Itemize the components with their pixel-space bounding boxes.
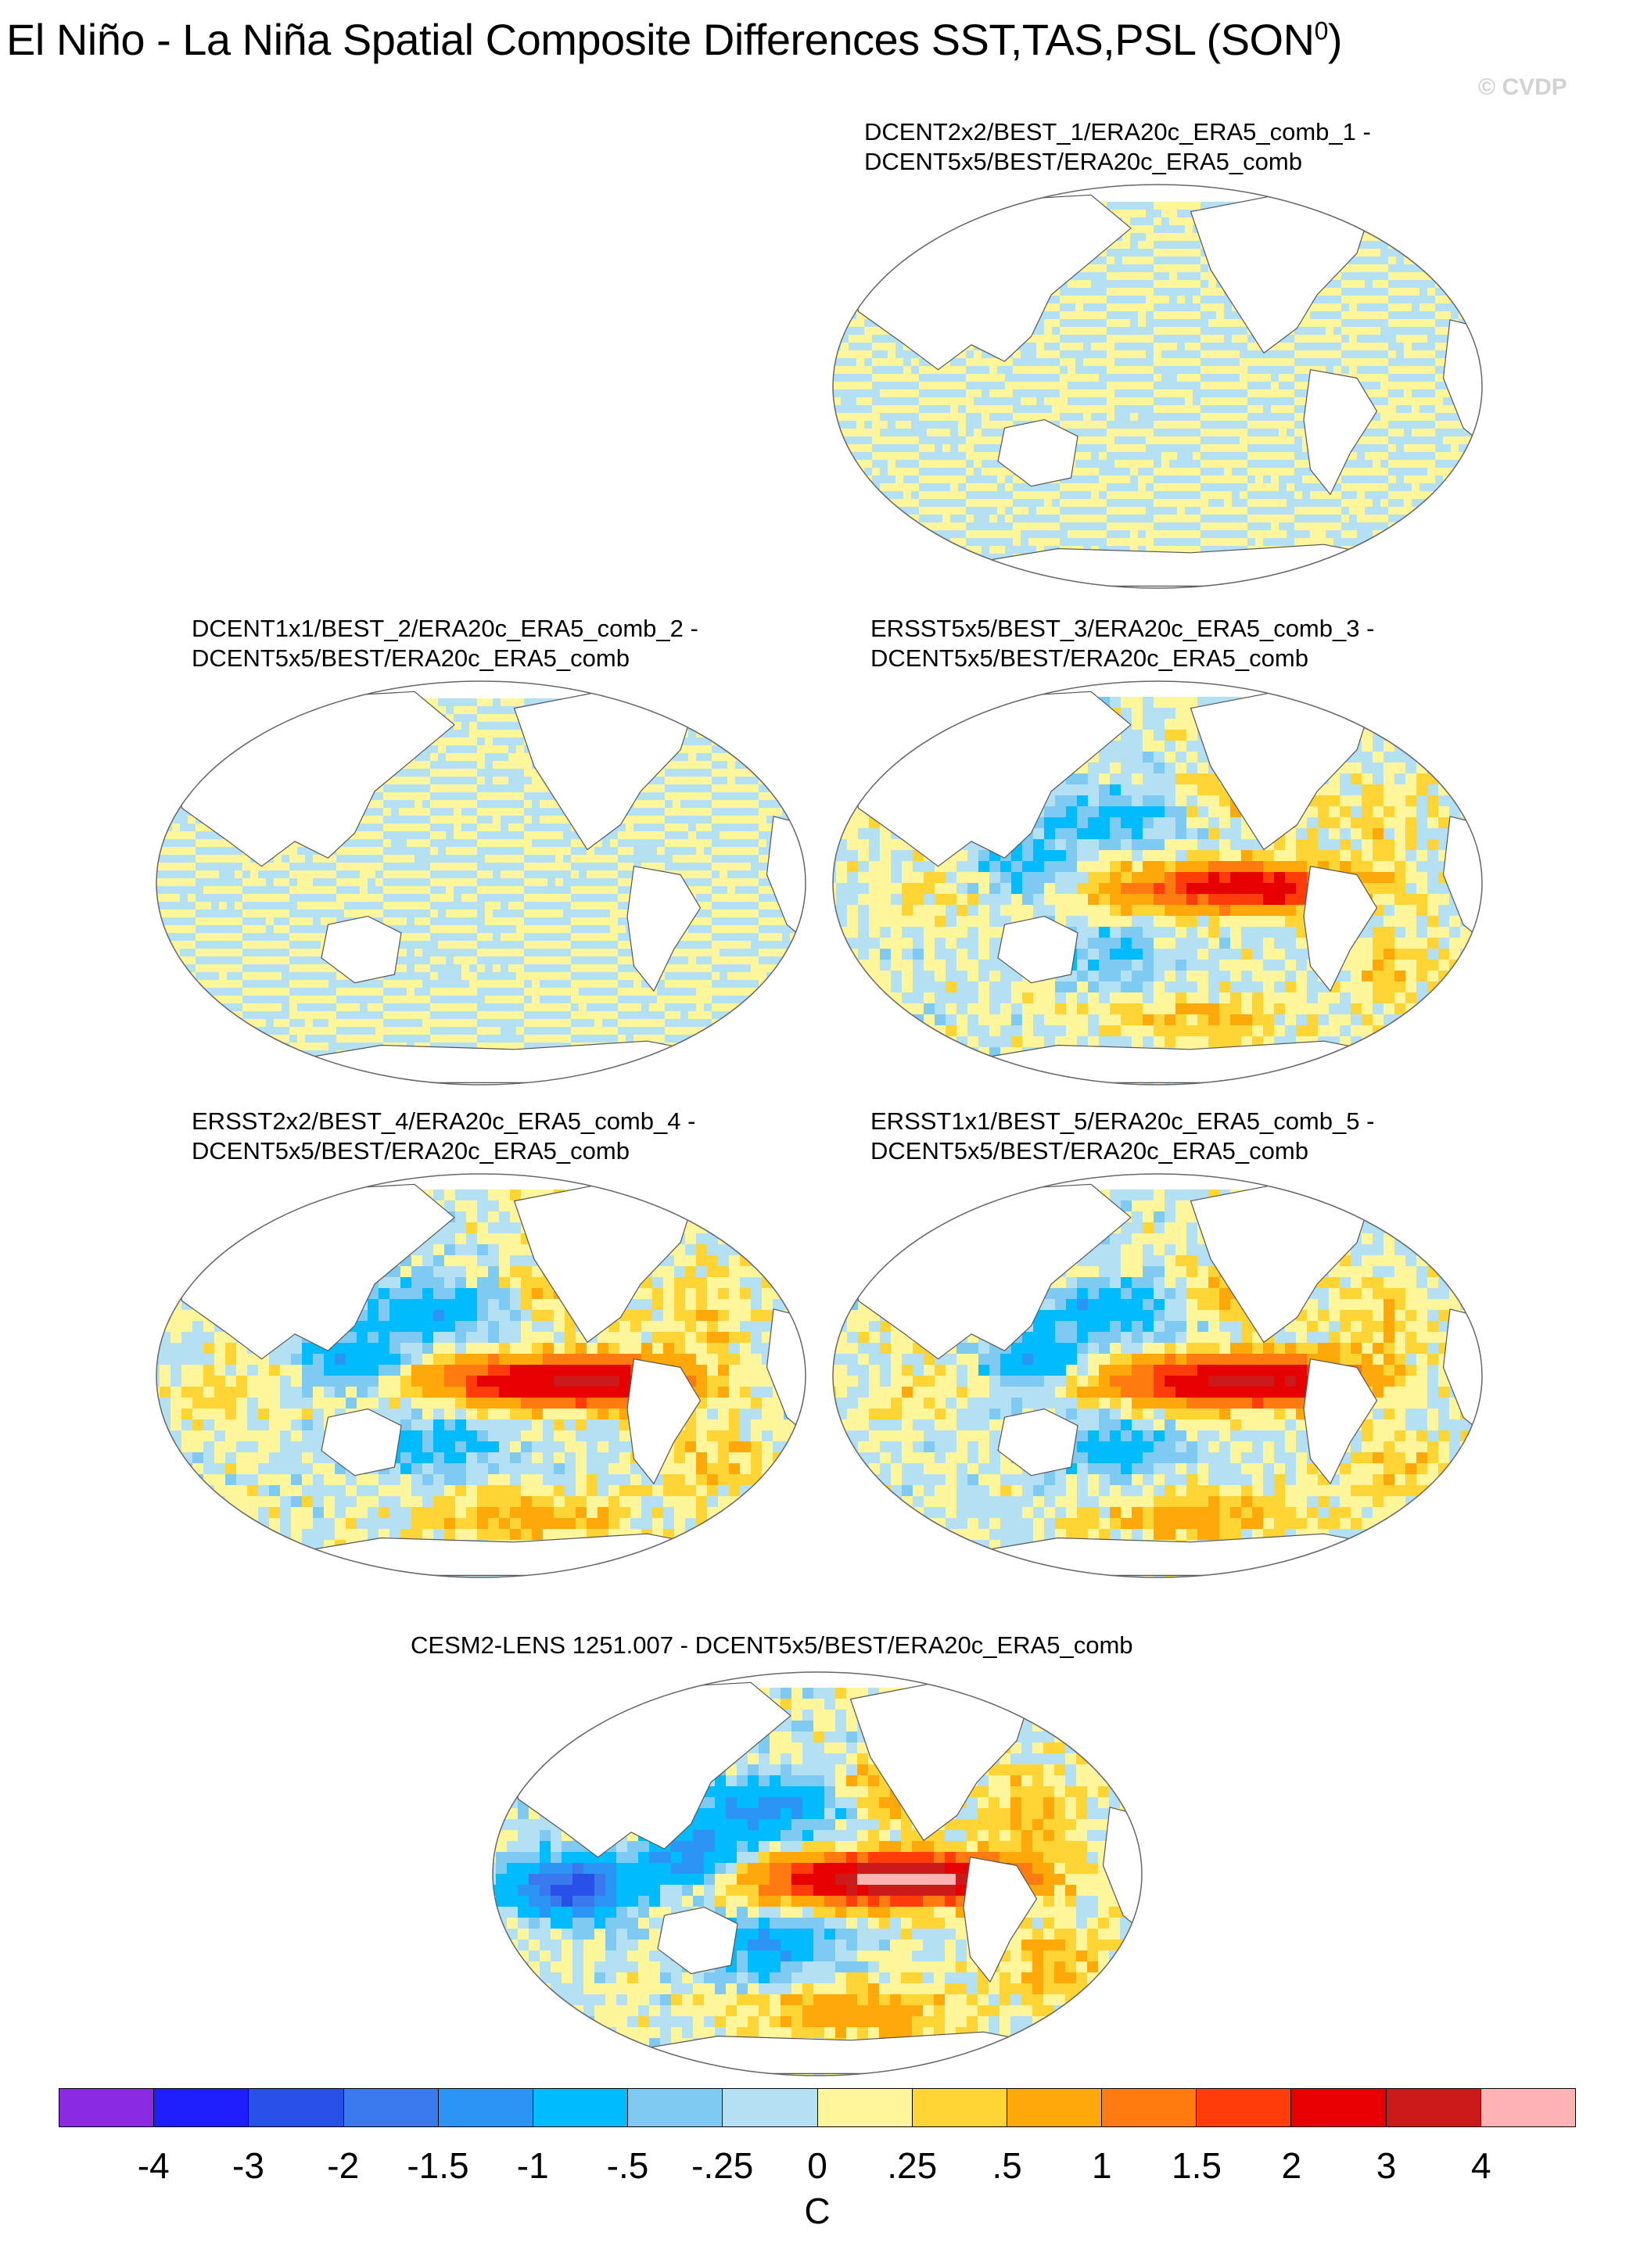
map-border	[492, 1671, 1143, 2076]
continent-outline	[626, 1358, 702, 1484]
panel-3-title: ERSST5x5/BEST_3/ERA20c_ERA5_comb_3 - DCE…	[870, 614, 1374, 673]
panel-2-title-line2: DCENT5x5/BEST/ERA20c_ERA5_comb	[192, 644, 630, 672]
colorbar-swatch	[628, 2089, 723, 2126]
panel-5-title-line1: ERSST1x1/BEST_5/ERA20c_ERA5_comb_5 -	[870, 1107, 1375, 1135]
figure-title-text: El Niño - La Niña Spatial Composite Diff…	[6, 15, 1315, 64]
colorbar-swatch	[59, 2089, 155, 2126]
colorbar-swatch	[1291, 2089, 1387, 2126]
panel-2-title: DCENT1x1/BEST_2/ERA20c_ERA5_comb_2 - DCE…	[192, 614, 698, 673]
colorbar-tick-label: -.5	[606, 2145, 649, 2186]
colorbar-tick-label: -.25	[691, 2145, 754, 2186]
panel-1-title-line2: DCENT5x5/BEST/ERA20c_ERA5_comb	[864, 148, 1302, 175]
colorbar-swatch	[817, 2089, 913, 2126]
continent-outline	[626, 866, 702, 992]
panel-5-title-line2: DCENT5x5/BEST/ERA20c_ERA5_comb	[870, 1137, 1308, 1165]
colorbar-swatch	[1007, 2089, 1103, 2126]
colorbar-tick-label: -1.5	[407, 2145, 469, 2186]
panel-4-title-line1: ERSST2x2/BEST_4/ERA20c_ERA5_comb_4 -	[192, 1107, 696, 1135]
map-field	[833, 681, 1482, 1085]
panel-2-map	[156, 680, 806, 1086]
map-border	[832, 680, 1483, 1086]
figure-title: El Niño - La Niña Spatial Composite Diff…	[6, 14, 1343, 65]
colorbar-swatch	[438, 2089, 533, 2126]
credit-watermark: © CVDP	[1478, 74, 1567, 100]
panel-6-map	[492, 1671, 1143, 2076]
continent-outline	[1303, 866, 1378, 992]
colorbar-tick-label: 2	[1281, 2145, 1302, 2186]
colorbar-units: C	[804, 2191, 831, 2231]
figure-title-closing: )	[1327, 15, 1343, 64]
colorbar-swatch	[723, 2089, 818, 2126]
panel-5-map	[832, 1173, 1483, 1578]
colorbar-swatch	[1386, 2089, 1481, 2126]
colorbar-swatch	[1197, 2089, 1292, 2126]
colorbar-swatch	[912, 2089, 1007, 2126]
colorbar-swatch	[343, 2089, 439, 2126]
panel-1-map	[832, 184, 1483, 589]
panel-4-title-line2: DCENT5x5/BEST/ERA20c_ERA5_comb	[192, 1137, 630, 1165]
continent-outline	[1303, 369, 1378, 495]
colorbar	[59, 2088, 1576, 2127]
colorbar-tick-label: .5	[992, 2145, 1022, 2186]
continent-outline	[1303, 1358, 1378, 1484]
colorbar-tick-label: 1	[1091, 2145, 1112, 2186]
panel-1-title-line1: DCENT2x2/BEST_1/ERA20c_ERA5_comb_1 -	[864, 118, 1371, 145]
panel-3-title-line2: DCENT5x5/BEST/ERA20c_ERA5_comb	[870, 644, 1308, 672]
colorbar-tick-label: .25	[887, 2145, 938, 2186]
panel-3-map	[832, 680, 1483, 1086]
colorbar-tick-label: 3	[1376, 2145, 1397, 2186]
continent-outline	[997, 1409, 1078, 1477]
colorbar-swatch	[533, 2089, 629, 2126]
colorbar-tick-label: -4	[137, 2145, 170, 2186]
map-border	[156, 680, 806, 1086]
colorbar-swatch	[154, 2089, 249, 2126]
panel-6-title-line1: CESM2-LENS 1251.007 - DCENT5x5/BEST/ERA2…	[411, 1631, 1133, 1659]
map-field	[493, 1672, 1142, 2076]
colorbar-tick-label: -3	[232, 2145, 264, 2186]
panel-4-map	[156, 1173, 806, 1578]
panel-4-title: ERSST2x2/BEST_4/ERA20c_ERA5_comb_4 - DCE…	[192, 1107, 695, 1166]
panel-1-title: DCENT2x2/BEST_1/ERA20c_ERA5_comb_1 - DCE…	[864, 117, 1371, 177]
map-field	[156, 1174, 806, 1577]
map-border	[832, 184, 1483, 589]
panel-6-title: CESM2-LENS 1251.007 - DCENT5x5/BEST/ERA2…	[411, 1631, 1133, 1660]
map-border	[832, 1173, 1483, 1578]
continent-outline	[321, 916, 402, 984]
panel-2-title-line1: DCENT1x1/BEST_2/ERA20c_ERA5_comb_2 -	[192, 615, 698, 642]
map-field	[833, 1174, 1482, 1577]
colorbar-tick-label: 0	[807, 2145, 827, 2186]
continent-outline	[997, 419, 1078, 487]
map-field	[833, 185, 1482, 588]
colorbar-tick-label: -1	[516, 2145, 549, 2186]
colorbar-tick-label: 4	[1470, 2145, 1491, 2186]
continent-outline	[657, 1907, 738, 1975]
continent-outline	[963, 1857, 1038, 1983]
continent-outline	[997, 916, 1078, 984]
panel-5-title: ERSST1x1/BEST_5/ERA20c_ERA5_comb_5 - DCE…	[870, 1107, 1374, 1166]
colorbar-swatch	[249, 2089, 344, 2126]
colorbar-tick-label: -2	[327, 2145, 360, 2186]
figure-title-superscript: 0	[1314, 16, 1329, 45]
panel-3-title-line1: ERSST5x5/BEST_3/ERA20c_ERA5_comb_3 -	[870, 615, 1375, 642]
colorbar-swatch	[1480, 2089, 1575, 2126]
continent-outline	[321, 1409, 402, 1477]
map-field	[156, 681, 806, 1085]
map-border	[156, 1173, 806, 1578]
colorbar-tick-label: 1.5	[1172, 2145, 1222, 2186]
colorbar-swatch	[1102, 2089, 1197, 2126]
